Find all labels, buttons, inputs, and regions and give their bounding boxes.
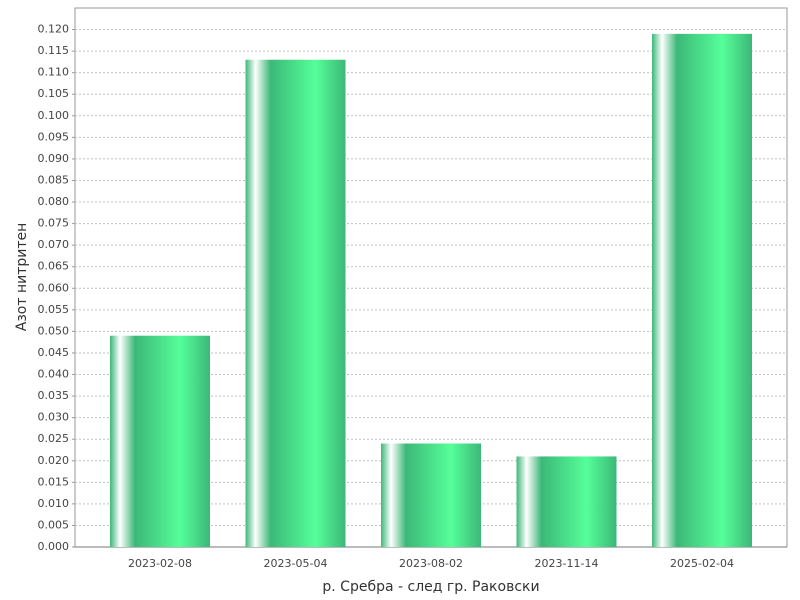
y-tick-label: 0.090 xyxy=(38,152,70,165)
x-tick-label: 2023-11-14 xyxy=(535,557,599,570)
y-tick-label: 0.035 xyxy=(38,389,70,402)
y-tick-label: 0.005 xyxy=(38,518,70,531)
y-tick-label: 0.115 xyxy=(38,44,70,57)
y-tick-label: 0.075 xyxy=(38,217,70,230)
y-tick-label: 0.105 xyxy=(38,87,70,100)
y-tick-label: 0.120 xyxy=(38,23,70,36)
y-tick-label: 0.020 xyxy=(38,454,70,467)
y-tick-label: 0.040 xyxy=(38,368,70,381)
y-tick-label: 0.055 xyxy=(38,303,70,316)
x-axis-title: р. Сребра - след гр. Раковски xyxy=(322,579,539,595)
y-tick-label: 0.080 xyxy=(38,195,70,208)
y-tick-label: 0.050 xyxy=(38,324,70,337)
bar xyxy=(652,33,752,547)
bar xyxy=(381,443,481,547)
x-tick-label: 2023-02-08 xyxy=(128,557,192,570)
y-tick-label: 0.015 xyxy=(38,475,70,488)
y-tick-label: 0.030 xyxy=(38,411,70,424)
y-tick-label: 0.025 xyxy=(38,432,70,445)
y-tick-label: 0.010 xyxy=(38,497,70,510)
x-tick-label: 2023-05-04 xyxy=(264,557,328,570)
y-axis-title: Азот нитритен xyxy=(14,223,30,332)
y-tick-label: 0.065 xyxy=(38,260,70,273)
x-tick-label: 2025-02-04 xyxy=(670,557,734,570)
bar xyxy=(516,456,617,547)
y-tick-label: 0.095 xyxy=(38,130,70,143)
y-tick-label: 0.110 xyxy=(38,66,70,79)
bar xyxy=(110,335,210,547)
y-tick-label: 0.070 xyxy=(38,238,70,251)
y-tick-label: 0.045 xyxy=(38,346,70,359)
x-tick-label: 2023-08-02 xyxy=(399,557,463,570)
y-tick-label: 0.000 xyxy=(38,540,70,553)
y-tick-label: 0.085 xyxy=(38,173,70,186)
bar xyxy=(245,59,346,548)
y-tick-label: 0.060 xyxy=(38,281,70,294)
y-tick-label: 0.100 xyxy=(38,109,70,122)
